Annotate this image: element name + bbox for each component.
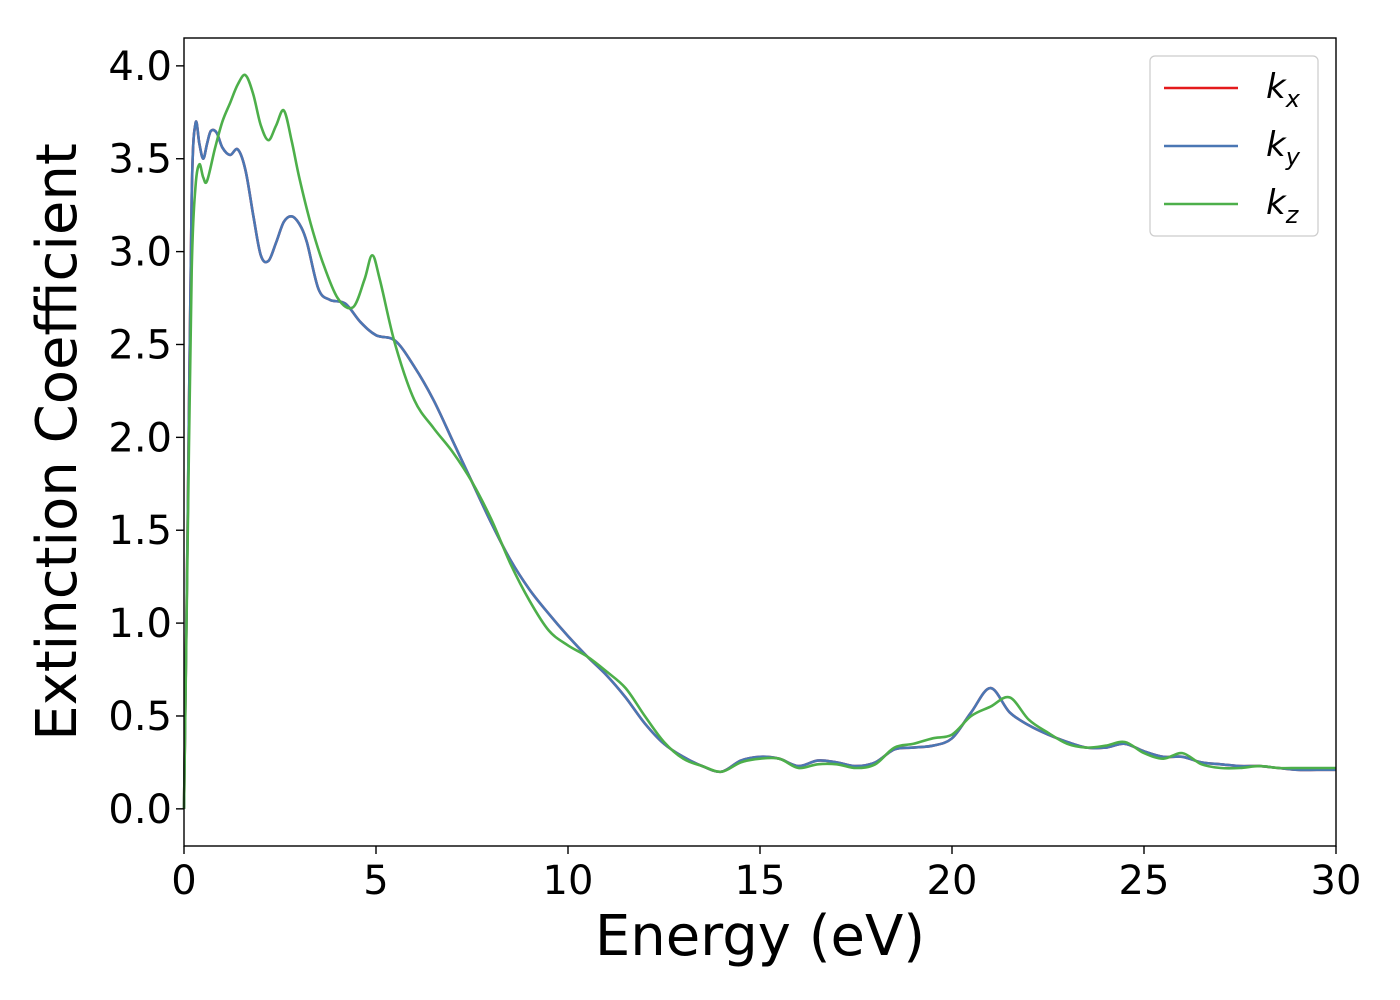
legend-label-base: k — [1266, 183, 1287, 223]
series-layer — [182, 73, 1336, 809]
legend-label-y: ky — [1266, 125, 1301, 171]
y-tick-label: 1.0 — [108, 601, 172, 647]
x-tick-label: 30 — [1311, 858, 1362, 904]
y-tick-label: 2.5 — [108, 322, 172, 368]
y-tick-label: 0.0 — [108, 787, 172, 833]
legend-label-x: kx — [1266, 67, 1301, 113]
legend-label-z: kz — [1266, 183, 1300, 229]
y-tick-label: 0.5 — [108, 694, 172, 740]
x-axis-title: Energy (eV) — [595, 904, 925, 969]
x-tick-label: 5 — [363, 858, 388, 904]
x-tick-label: 25 — [1119, 858, 1170, 904]
x-tick-label: 20 — [927, 858, 978, 904]
series-line-z — [182, 73, 1336, 809]
x-tick-label: 10 — [543, 858, 594, 904]
y-tick-label: 1.5 — [108, 508, 172, 554]
y-tick-label: 4.0 — [108, 44, 172, 90]
legend-label-base: k — [1266, 67, 1287, 107]
y-tick-label: 3.0 — [108, 230, 172, 276]
y-axis: 0.0 0.5 1.0 1.5 2.0 2.5 3.0 3.5 4.0 — [108, 44, 184, 833]
legend-label-subscript: y — [1285, 143, 1301, 171]
y-axis-title: Extinction Coefficient — [25, 143, 90, 741]
y-tick-label: 3.5 — [108, 137, 172, 183]
legend-label-subscript: z — [1285, 201, 1300, 229]
y-tick-label: 2.0 — [108, 415, 172, 461]
legend-label-subscript: x — [1285, 85, 1301, 113]
x-tick-label: 15 — [735, 858, 786, 904]
x-axis: 0 5 10 15 20 25 30 — [171, 846, 1361, 904]
x-tick-label: 0 — [171, 858, 196, 904]
legend-label-base: k — [1266, 125, 1287, 165]
